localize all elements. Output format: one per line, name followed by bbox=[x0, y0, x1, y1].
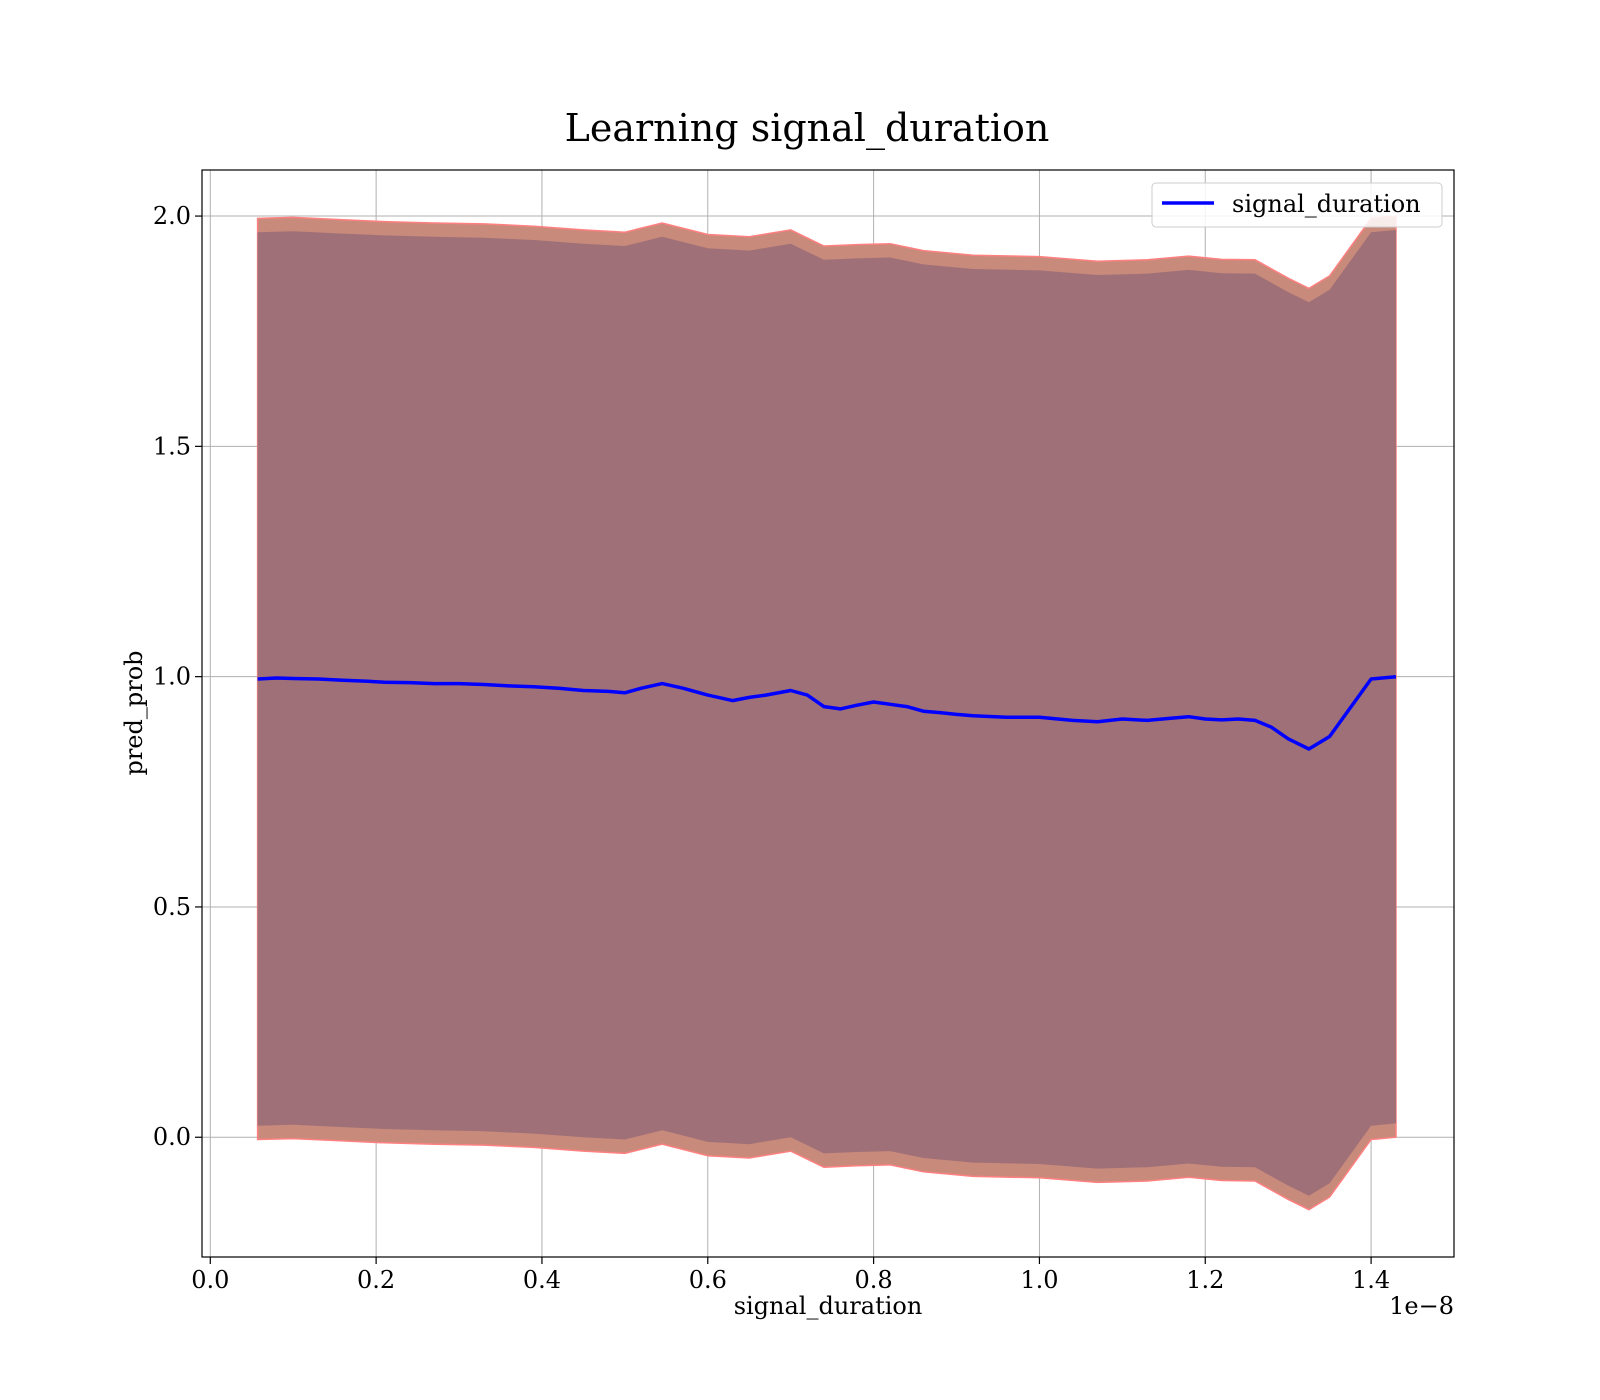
x-axis-offset-label: 1e−8 bbox=[1389, 1292, 1454, 1320]
chart-title: Learning signal_duration bbox=[565, 106, 1050, 151]
y-axis-label: pred_prob bbox=[120, 650, 148, 775]
x-ticks: 0.0 0.2 0.4 0.6 0.8 1.0 1.2 1.4 bbox=[191, 1257, 1390, 1294]
y-tick-label: 0.5 bbox=[153, 893, 191, 921]
plot-frame bbox=[201, 169, 1455, 1258]
x-tick-label: 0.4 bbox=[523, 1266, 561, 1294]
legend-label: signal_duration bbox=[1232, 190, 1421, 218]
y-tick-label: 1.5 bbox=[153, 432, 191, 460]
series-lines bbox=[257, 674, 1397, 751]
x-tick-label: 0.8 bbox=[855, 1266, 893, 1294]
x-tick-label: 0.0 bbox=[191, 1266, 229, 1294]
x-tick-label: 1.4 bbox=[1352, 1266, 1390, 1294]
x-tick-label: 0.2 bbox=[357, 1266, 395, 1294]
confidence-bands bbox=[256, 215, 1397, 1211]
legend: signal_duration bbox=[1151, 182, 1443, 228]
y-tick-label: 0.0 bbox=[153, 1123, 191, 1151]
y-ticks: 0.0 0.5 1.0 1.5 2.0 bbox=[153, 202, 202, 1151]
x-tick-label: 1.0 bbox=[1020, 1266, 1058, 1294]
inner-confidence-band bbox=[257, 229, 1397, 1196]
x-axis-label: signal_duration bbox=[734, 1292, 923, 1320]
legend-box bbox=[1151, 182, 1443, 228]
y-tick-label: 1.0 bbox=[153, 663, 191, 691]
x-tick-label: 1.2 bbox=[1186, 1266, 1224, 1294]
series-line-signal_duration bbox=[257, 674, 1397, 751]
x-tick-label: 0.6 bbox=[689, 1266, 727, 1294]
y-tick-label: 2.0 bbox=[153, 202, 191, 230]
